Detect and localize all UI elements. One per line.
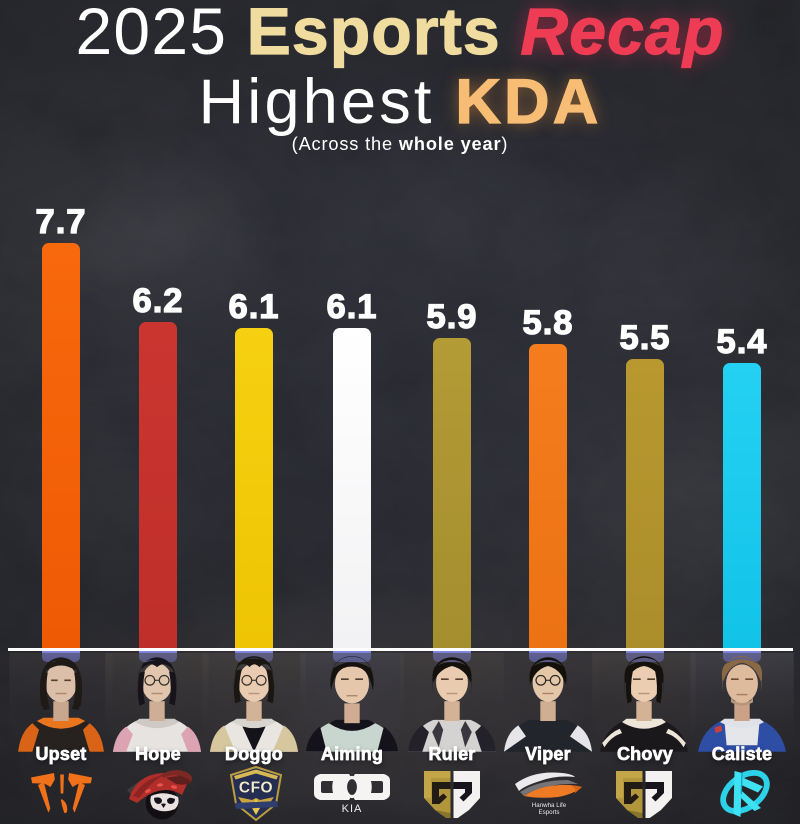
- svg-text:Esports: Esports: [539, 809, 560, 816]
- svg-text:KIA: KIA: [342, 803, 363, 814]
- svg-text:Hanwha Life: Hanwha Life: [532, 802, 567, 809]
- svg-text:CFO: CFO: [239, 780, 273, 797]
